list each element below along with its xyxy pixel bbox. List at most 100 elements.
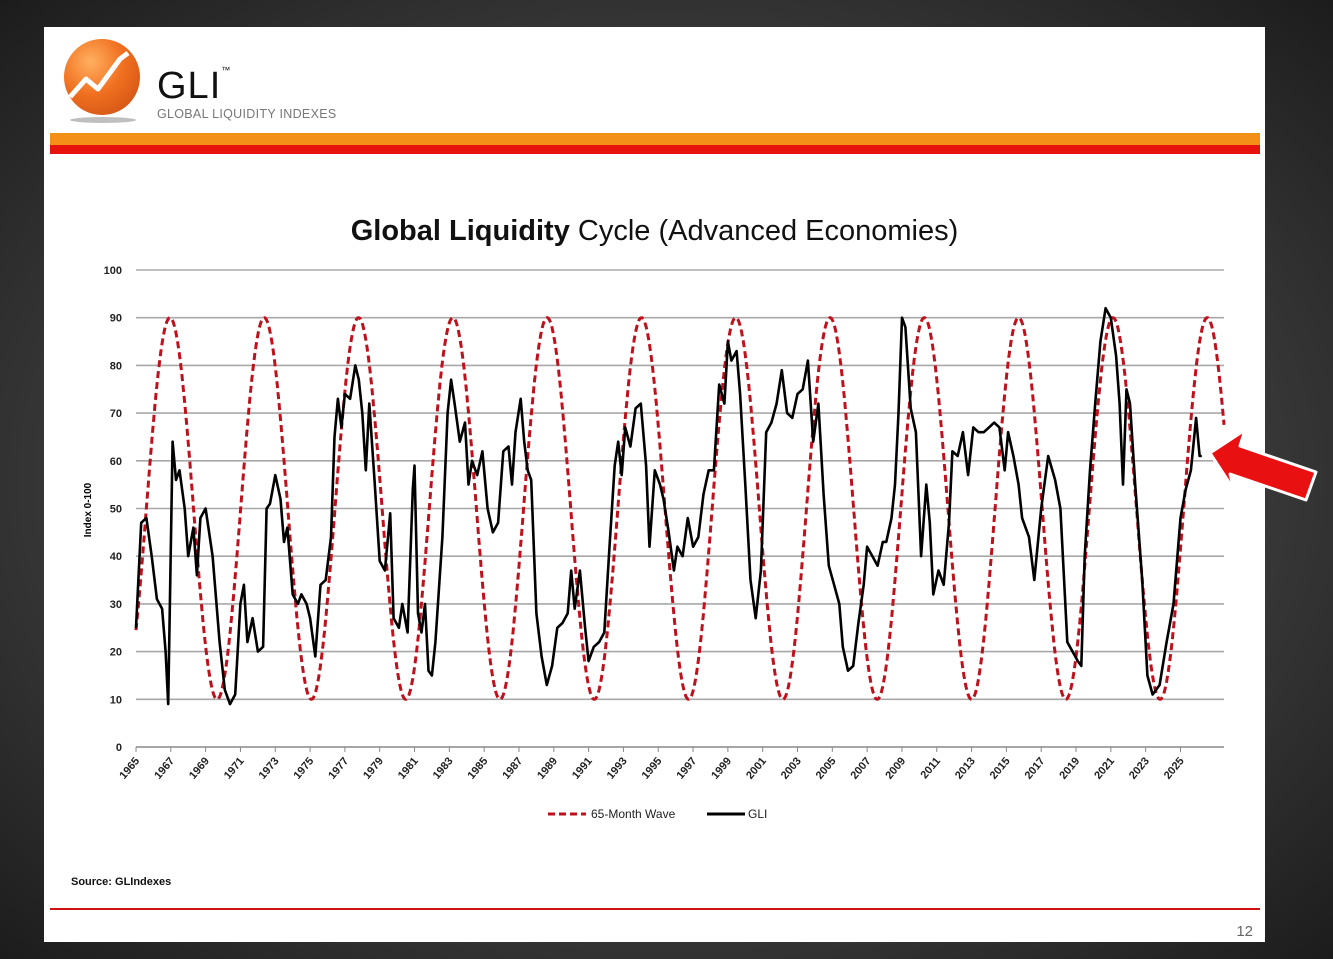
- gli-point: [1151, 693, 1154, 696]
- gli-point: [1033, 579, 1036, 581]
- x-tick-label: 1987: [500, 755, 525, 781]
- gli-point: [925, 483, 928, 486]
- y-tick-label: 10: [110, 694, 122, 706]
- gli-point: [593, 646, 595, 648]
- gli-point: [319, 584, 322, 586]
- gli-point: [431, 674, 433, 677]
- gli-point: [413, 464, 416, 467]
- x-tick-label: 1983: [431, 755, 456, 781]
- gli-point: [239, 603, 242, 605]
- gli-point: [175, 479, 177, 481]
- red-arrow-icon: [1208, 428, 1318, 502]
- gli-point: [309, 617, 311, 620]
- gli-point: [556, 626, 559, 629]
- x-tick-label: 1995: [640, 755, 665, 781]
- gli-point: [1007, 431, 1009, 433]
- gli-point: [890, 517, 893, 519]
- gli-point: [492, 531, 494, 534]
- footer-line: [50, 908, 1260, 910]
- source-note: Source: GLIndexes: [71, 876, 172, 888]
- gli-point: [262, 646, 264, 648]
- gli-point: [486, 507, 489, 510]
- gli-point: [502, 450, 505, 453]
- gli-point: [283, 541, 285, 543]
- gli-point: [183, 507, 186, 510]
- gli-point: [871, 555, 874, 557]
- gli-point: [361, 412, 364, 414]
- gli-point: [286, 526, 289, 529]
- gli-point: [546, 684, 548, 686]
- gli-point: [727, 340, 729, 343]
- gli-point: [1089, 469, 1091, 472]
- gli-point: [1076, 660, 1079, 662]
- gli-point: [1104, 307, 1107, 309]
- gli-point: [603, 631, 606, 634]
- gli-point: [368, 402, 371, 405]
- gli-point: [1094, 402, 1096, 405]
- gli-point: [754, 617, 757, 620]
- gli-point: [229, 703, 231, 705]
- gli-point: [648, 545, 651, 548]
- gli-point: [573, 607, 576, 610]
- gli-point: [613, 464, 616, 467]
- gli-point: [297, 603, 299, 605]
- gli-point: [866, 545, 868, 548]
- gli-point: [598, 641, 600, 643]
- gli-point: [333, 436, 336, 438]
- gli-point: [662, 498, 665, 500]
- gli-point: [497, 522, 499, 524]
- gli-point: [901, 316, 903, 319]
- gli-point: [305, 603, 308, 605]
- gli-point: [629, 445, 632, 448]
- gli-point: [617, 440, 620, 443]
- legend: 65-Month Wave GLI: [548, 807, 767, 821]
- gli-point: [434, 641, 437, 643]
- gli-point: [812, 440, 814, 443]
- gli-point: [765, 431, 767, 433]
- gli-point: [427, 669, 430, 672]
- gli-point: [770, 421, 773, 424]
- x-tick-label: 2017: [1023, 755, 1048, 781]
- gli-point: [540, 655, 543, 658]
- gli-point: [150, 555, 153, 557]
- gli-point: [192, 526, 195, 529]
- x-tick-label: 2009: [883, 755, 908, 781]
- gli-point: [243, 584, 245, 586]
- gli-point: [145, 517, 148, 519]
- gli-point: [1110, 316, 1112, 319]
- logo-tm: ™: [221, 65, 232, 75]
- y-tick-label: 100: [104, 265, 122, 277]
- gli-point: [389, 512, 391, 515]
- gli-point: [344, 393, 346, 395]
- gli-point: [640, 402, 642, 405]
- gli-point: [156, 598, 158, 600]
- x-tick-label: 1971: [222, 755, 247, 781]
- gli-point: [570, 569, 572, 572]
- gli-point: [775, 402, 778, 405]
- gli-point: [876, 564, 879, 567]
- gli-point: [1129, 402, 1131, 405]
- gli-point: [791, 417, 794, 419]
- y-tick-label: 90: [110, 313, 122, 325]
- gli-point: [730, 359, 733, 362]
- x-tick-label: 2015: [988, 755, 1013, 781]
- x-tick-label: 2007: [849, 755, 874, 781]
- y-axis-label: Index 0-100: [83, 482, 94, 537]
- gli-point: [291, 593, 294, 596]
- gli-point: [274, 474, 277, 476]
- gli-point: [723, 402, 726, 405]
- gli-point: [620, 474, 623, 476]
- gli-point: [164, 650, 167, 653]
- gli-point: [897, 412, 900, 414]
- x-tick-label: 1977: [326, 755, 351, 781]
- gli-point: [882, 541, 884, 543]
- gli-point: [735, 350, 738, 352]
- gli-point: [420, 631, 423, 634]
- gli-point: [1059, 507, 1062, 510]
- gli-point: [178, 469, 181, 472]
- gli-point: [1141, 579, 1143, 581]
- gli-point: [358, 378, 360, 381]
- y-tick-label: 60: [110, 456, 122, 468]
- gli-point: [744, 483, 747, 486]
- slide: GLI™ GLOBAL LIQUIDITY INDEXES Global Liq…: [44, 27, 1265, 942]
